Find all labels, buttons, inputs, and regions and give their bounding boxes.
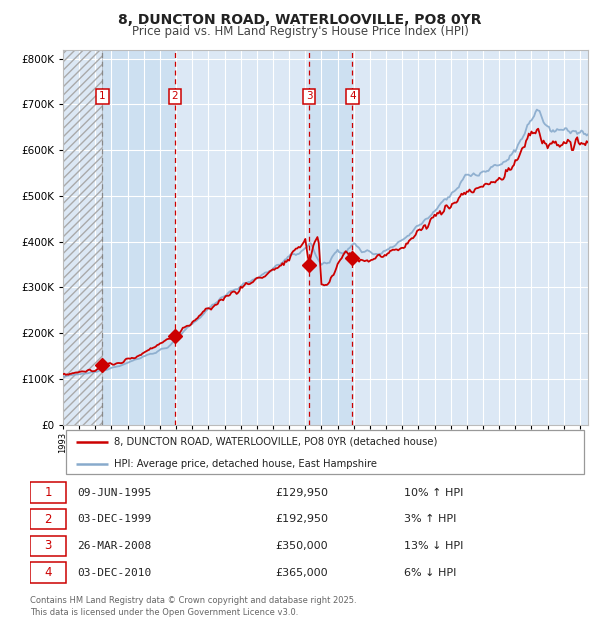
FancyBboxPatch shape xyxy=(65,430,584,474)
FancyBboxPatch shape xyxy=(30,536,66,556)
Bar xyxy=(309,50,352,425)
Text: 2: 2 xyxy=(172,92,178,102)
FancyBboxPatch shape xyxy=(30,482,66,503)
Text: 6% ↓ HPI: 6% ↓ HPI xyxy=(404,567,456,578)
Text: £129,950: £129,950 xyxy=(275,487,329,498)
Text: 4: 4 xyxy=(44,566,52,579)
Text: £350,000: £350,000 xyxy=(275,541,328,551)
Bar xyxy=(63,50,103,425)
Text: 3: 3 xyxy=(44,539,52,552)
Text: Contains HM Land Registry data © Crown copyright and database right 2025.
This d: Contains HM Land Registry data © Crown c… xyxy=(30,596,356,617)
Text: 2: 2 xyxy=(44,513,52,526)
Text: 03-DEC-2010: 03-DEC-2010 xyxy=(77,567,152,578)
Text: 4: 4 xyxy=(349,92,356,102)
Bar xyxy=(103,50,175,425)
Text: 8, DUNCTON ROAD, WATERLOOVILLE, PO8 0YR: 8, DUNCTON ROAD, WATERLOOVILLE, PO8 0YR xyxy=(118,13,482,27)
FancyBboxPatch shape xyxy=(30,562,66,583)
Text: 3% ↑ HPI: 3% ↑ HPI xyxy=(404,514,456,525)
Text: HPI: Average price, detached house, East Hampshire: HPI: Average price, detached house, East… xyxy=(115,459,377,469)
Text: 3: 3 xyxy=(306,92,313,102)
Text: 26-MAR-2008: 26-MAR-2008 xyxy=(77,541,152,551)
FancyBboxPatch shape xyxy=(30,509,66,529)
Text: £192,950: £192,950 xyxy=(275,514,329,525)
Text: 13% ↓ HPI: 13% ↓ HPI xyxy=(404,541,463,551)
Text: Price paid vs. HM Land Registry's House Price Index (HPI): Price paid vs. HM Land Registry's House … xyxy=(131,25,469,38)
Text: 09-JUN-1995: 09-JUN-1995 xyxy=(77,487,152,498)
Bar xyxy=(63,50,103,425)
Text: 1: 1 xyxy=(99,92,106,102)
Text: 1: 1 xyxy=(44,486,52,499)
Text: 8, DUNCTON ROAD, WATERLOOVILLE, PO8 0YR (detached house): 8, DUNCTON ROAD, WATERLOOVILLE, PO8 0YR … xyxy=(115,436,438,446)
Text: £365,000: £365,000 xyxy=(275,567,328,578)
Text: 10% ↑ HPI: 10% ↑ HPI xyxy=(404,487,463,498)
Text: 03-DEC-1999: 03-DEC-1999 xyxy=(77,514,152,525)
